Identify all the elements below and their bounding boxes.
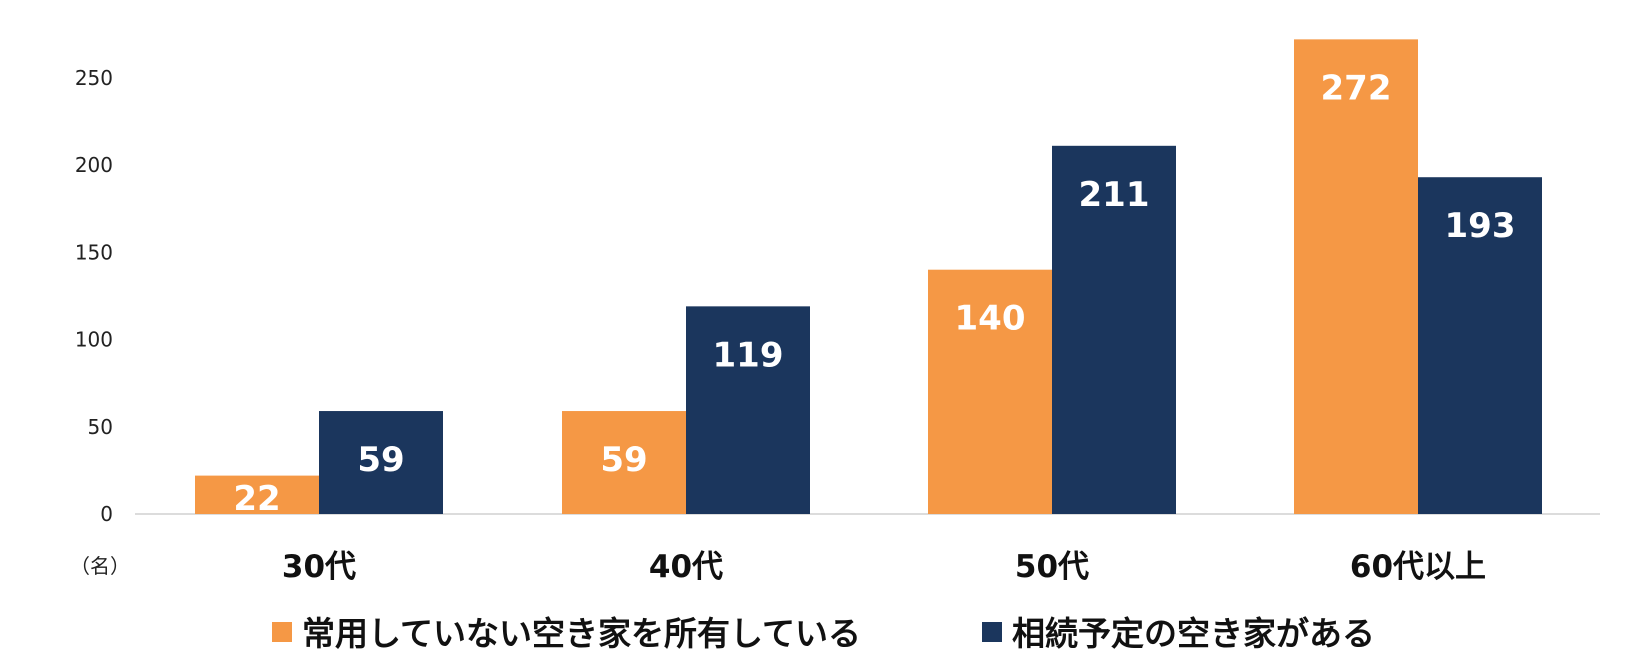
bar-series-2-3 (1418, 177, 1542, 514)
data-label-series-2-2: 211 (1079, 175, 1150, 215)
unit-label: （名） (70, 554, 130, 578)
data-label-series-2-0: 59 (357, 440, 404, 480)
bar-series-1-0 (195, 475, 319, 514)
legend-swatch (982, 622, 1002, 642)
legend-swatch (272, 622, 292, 642)
data-labels: 22 59 140 272 59 119 211 193 (233, 68, 1515, 518)
legend-item-1: 常用していない空き家を所有している (272, 614, 861, 653)
data-label-series-1-2: 140 (955, 299, 1026, 339)
category-label: 30代 (282, 549, 356, 585)
bar-series-1-1 (562, 411, 686, 514)
data-label-series-1-1: 59 (600, 440, 647, 480)
y-tick-label: 50 (88, 415, 113, 439)
bars (195, 39, 1542, 515)
y-tick-label: 250 (75, 66, 113, 90)
legend-label: 常用していない空き家を所有している (302, 614, 861, 653)
bar-series-2-2 (1052, 145, 1176, 514)
bar-series-2-0 (319, 411, 443, 514)
category-label: 60代以上 (1350, 549, 1486, 585)
data-label-series-1-3: 272 (1321, 68, 1392, 108)
data-label-series-2-3: 193 (1445, 206, 1516, 246)
y-tick-label: 0 (100, 502, 113, 526)
y-tick-label: 100 (75, 328, 113, 352)
bar-series-1-2 (928, 269, 1052, 514)
bar-series-2-1 (686, 306, 810, 514)
y-tick-label: 150 (75, 240, 113, 264)
data-label-series-2-1: 119 (713, 335, 784, 375)
legend: 常用していない空き家を所有している 相続予定の空き家がある (272, 614, 1375, 653)
category-labels: 30代 40代 50代 60代以上 (282, 549, 1486, 585)
y-tick-label: 200 (75, 153, 113, 177)
bar-series-1-3 (1294, 39, 1418, 515)
category-label: 40代 (649, 549, 723, 585)
legend-label: 相続予定の空き家がある (1012, 614, 1375, 653)
y-axis-ticks: 0 50 100 150 200 250 (75, 66, 113, 526)
category-label: 50代 (1015, 549, 1089, 585)
data-label-series-1-0: 22 (233, 479, 280, 519)
legend-item-2: 相続予定の空き家がある (982, 614, 1375, 653)
